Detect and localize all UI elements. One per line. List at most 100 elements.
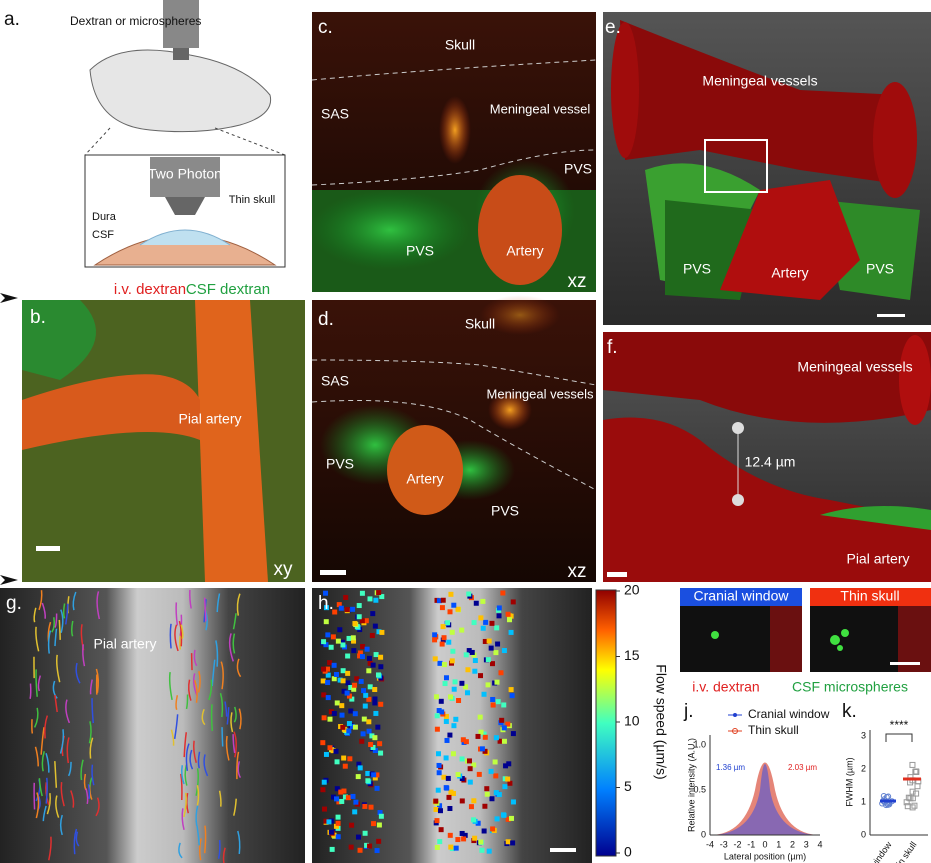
speed-pixel [439, 699, 444, 704]
speed-pixel [378, 655, 383, 660]
speed-pixel [502, 648, 507, 653]
speed-pixel [445, 620, 450, 625]
speed-pixel [500, 590, 505, 595]
panel-label: b. [30, 307, 46, 328]
speed-pixel [332, 711, 337, 716]
speed-pixel [482, 804, 487, 809]
speed-pixel [340, 713, 345, 718]
track [30, 684, 31, 699]
legend-green: CSF dextran [186, 281, 270, 298]
speed-pixel [360, 591, 365, 596]
point [912, 803, 917, 808]
x-tick-label: 3 [804, 839, 809, 849]
panel-c: c. Skull SAS Meningeal vessel PVS PVS Ar… [310, 12, 596, 292]
speed-pixel [489, 796, 494, 801]
objective-tip [173, 48, 189, 60]
speed-pixel [348, 709, 353, 714]
speed-pixel [451, 603, 456, 608]
speed-pixel [371, 663, 376, 668]
x-tick-label: 0 [762, 839, 767, 849]
speed-pixel [363, 704, 368, 709]
speed-pixel [466, 592, 471, 597]
speed-pixel [437, 708, 442, 713]
speed-pixel [480, 599, 485, 604]
speed-pixel [511, 731, 516, 736]
speed-pixel [378, 751, 383, 756]
speed-pixel [459, 628, 464, 633]
speed-pixel [358, 765, 363, 770]
speed-pixel [378, 702, 383, 707]
speed-pixel [367, 844, 372, 849]
speed-pixel [362, 804, 367, 809]
speed-pixel [494, 735, 499, 740]
speed-pixel [478, 715, 483, 720]
speed-pixel [485, 792, 490, 797]
speed-pixel [468, 766, 473, 771]
label: Pial artery [178, 411, 241, 427]
speed-pixel [363, 693, 368, 698]
speed-pixel [368, 684, 373, 689]
speed-pixel [324, 752, 329, 757]
speed-pixel [487, 849, 492, 854]
speed-pixel [325, 680, 330, 685]
point [915, 784, 920, 789]
speed-pixel [461, 737, 466, 742]
speed-pixel [448, 845, 453, 850]
speed-pixel [496, 699, 501, 704]
label: PVS [683, 261, 711, 277]
speed-pixel [509, 630, 514, 635]
speed-pixel [341, 756, 346, 761]
zoom-line [85, 128, 110, 155]
speed-pixel [343, 595, 348, 600]
speed-pixel [375, 786, 380, 791]
speed-pixel [339, 606, 344, 611]
label: Pial artery [93, 636, 156, 652]
speed-pixel [469, 804, 474, 809]
speed-pixel [498, 670, 503, 675]
label: xz [568, 561, 587, 582]
speed-pixel [367, 596, 372, 601]
speed-pixel [352, 621, 357, 626]
y-tick-label: 2 [861, 763, 866, 773]
panel-label: h. [318, 593, 334, 614]
speed-pixel [461, 836, 466, 841]
speed-pixel [490, 826, 495, 831]
speed-pixel [503, 763, 508, 768]
panel-k: k. **** 0123Cranial windowThin skull FWH… [842, 701, 928, 863]
speed-pixel [361, 731, 366, 736]
annotation: 1.36 µm [716, 763, 745, 772]
y-tick-label: 0 [701, 829, 706, 839]
speed-pixel [341, 678, 346, 683]
speed-pixel [339, 799, 344, 804]
speed-pixel [446, 640, 451, 645]
speed-pixel [345, 671, 350, 676]
speed-pixel [334, 672, 339, 677]
speed-pixel [452, 687, 457, 692]
speed-pixel [378, 664, 383, 669]
speed-pixel [487, 639, 492, 644]
speed-pixel [475, 734, 480, 739]
speed-pixel [346, 728, 351, 733]
figure: a. Dextran or microspheres Two Photon Du… [0, 0, 931, 863]
panel-a: a. Dextran or microspheres Two Photon Du… [4, 0, 285, 267]
speed-pixel [370, 633, 375, 638]
speed-pixel [336, 639, 341, 644]
speed-pixel [510, 693, 515, 698]
speed-pixel [343, 764, 348, 769]
speed-pixel [491, 703, 496, 708]
panel-label: e. [605, 17, 621, 38]
speed-pixel [335, 759, 340, 764]
label: Cranial window [694, 588, 790, 604]
speed-pixel [359, 679, 364, 684]
speed-pixel [330, 847, 335, 852]
speed-pixel [327, 660, 332, 665]
x-tick-label: -4 [706, 839, 714, 849]
speed-pixel [505, 777, 510, 782]
speed-pixel [353, 725, 358, 730]
speed-pixel [437, 770, 442, 775]
legend-red: i.v. dextran [692, 679, 759, 695]
label: PVS [491, 503, 519, 519]
speed-pixel [489, 769, 494, 774]
speed-pixel [451, 723, 456, 728]
speed-pixel [450, 649, 455, 654]
